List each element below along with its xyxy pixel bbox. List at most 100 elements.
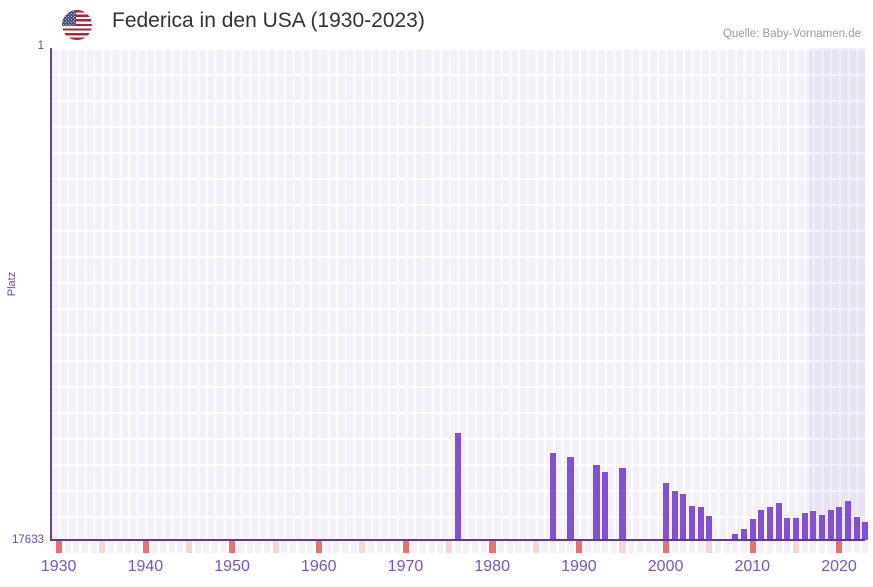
bar-1987[interactable]	[550, 453, 557, 540]
tick-cell-2023	[862, 541, 869, 553]
tick-cell-1932	[73, 541, 80, 553]
tick-cell-1936	[107, 541, 115, 553]
tick-cell-1940	[142, 541, 149, 553]
tick-cell-1946	[194, 541, 201, 553]
bar-2014[interactable]	[784, 518, 791, 540]
tick-cell-1985	[532, 541, 539, 553]
x-tick-label-1950: 1950	[214, 558, 250, 575]
bar-2010[interactable]	[749, 519, 756, 540]
tick-cell-2019	[827, 541, 834, 553]
tick-cell-2014	[784, 541, 791, 553]
tick-cell-1972	[420, 541, 427, 553]
tick-cell-1958	[298, 541, 305, 553]
bar-1989[interactable]	[567, 457, 574, 540]
tick-cell-2012	[766, 541, 773, 553]
bar-2020[interactable]	[836, 507, 843, 540]
tick-cell-1987	[550, 541, 557, 553]
x-tick-label-1970: 1970	[387, 558, 424, 575]
tick-cell-1966	[368, 541, 375, 553]
bar-1995[interactable]	[619, 468, 626, 540]
tick-cell-1998	[645, 541, 652, 553]
bar-2004[interactable]	[697, 507, 704, 540]
bar-2013[interactable]	[775, 503, 782, 540]
bar-2001[interactable]	[671, 491, 678, 540]
tick-cell-1957	[290, 541, 297, 553]
tick-cell-1956	[281, 541, 288, 553]
tick-cell-1973	[428, 541, 435, 553]
tick-cell-1978	[472, 541, 479, 553]
tick-cell-1951	[238, 541, 245, 553]
bar-1992[interactable]	[593, 465, 600, 540]
bar-1976[interactable]	[454, 433, 461, 540]
bar-2019[interactable]	[827, 510, 834, 540]
x-tick-label-1980: 1980	[474, 558, 510, 575]
bar-2021[interactable]	[844, 501, 851, 540]
page-title: Federica in den USA (1930-2023)	[112, 9, 425, 32]
tick-cell-1943	[168, 541, 175, 553]
tick-cell-1954	[264, 541, 271, 553]
tick-cell-1975	[446, 541, 453, 553]
tick-cell-1971	[411, 541, 418, 553]
tick-cell-1942	[159, 541, 167, 553]
tick-cell-1961	[324, 541, 331, 553]
bar-2003[interactable]	[688, 506, 695, 540]
tick-cell-1969	[394, 541, 401, 553]
tick-cell-1984	[524, 541, 531, 553]
tick-cell-1953	[255, 541, 262, 553]
bar-2022[interactable]	[853, 517, 860, 540]
bar-2023[interactable]	[862, 522, 869, 540]
bar-2016[interactable]	[801, 513, 808, 540]
tick-cell-1950	[229, 541, 236, 553]
tick-cell-1992	[593, 541, 600, 553]
bar-2015[interactable]	[792, 518, 799, 540]
x-tick-label-1930: 1930	[40, 558, 77, 575]
bar-1993[interactable]	[602, 472, 609, 540]
tick-cell-2004	[697, 541, 704, 553]
tick-cell-1989	[567, 541, 574, 553]
tick-cell-2002	[680, 541, 687, 553]
tick-cell-1955	[272, 541, 279, 553]
tick-cell-1963	[342, 541, 349, 553]
tick-cell-1933	[81, 541, 88, 553]
x-tick-label-2000: 2000	[647, 558, 684, 575]
bar-2008[interactable]	[732, 534, 739, 540]
tick-cell-2015	[792, 541, 799, 553]
x-tick-label-2020: 2020	[821, 558, 857, 575]
tick-cell-1930	[55, 541, 62, 553]
plot-area	[50, 48, 869, 541]
tick-cell-1947	[203, 541, 210, 553]
tick-cell-1988	[558, 541, 565, 553]
tick-cell-1977	[463, 541, 470, 553]
bar-2017[interactable]	[810, 511, 817, 540]
tick-cell-2022	[853, 541, 860, 553]
tick-cell-1959	[307, 541, 314, 553]
tick-cell-1937	[116, 541, 123, 553]
tick-cell-1968	[385, 541, 392, 553]
tick-cell-2013	[775, 541, 782, 553]
tick-cell-1983	[515, 541, 522, 553]
tick-cell-1931	[64, 541, 71, 553]
bar-2002[interactable]	[680, 494, 687, 540]
tick-cell-1980	[489, 541, 496, 553]
bar-2009[interactable]	[740, 529, 747, 540]
bar-2000[interactable]	[662, 483, 669, 540]
tick-cell-1938	[125, 541, 132, 553]
tick-cell-2018	[818, 541, 825, 553]
bar-2011[interactable]	[758, 510, 765, 540]
bar-2005[interactable]	[706, 516, 713, 540]
tick-cell-1965	[359, 541, 366, 553]
x-tick-label-1940: 1940	[127, 558, 164, 575]
tick-cell-2007	[723, 541, 730, 553]
bar-2018[interactable]	[818, 515, 825, 540]
recent-years-shade	[808, 48, 865, 541]
tick-cell-2010	[749, 541, 756, 553]
tick-cell-2016	[801, 541, 808, 553]
bar-2012[interactable]	[766, 507, 773, 540]
tick-cell-1967	[376, 541, 383, 553]
tick-cell-1991	[584, 541, 591, 553]
tick-cell-2005	[706, 541, 713, 553]
tick-cell-1996	[628, 541, 635, 553]
tick-cell-1993	[602, 541, 609, 553]
chart-header: Federica in den USA (1930-2023) Quelle: …	[0, 0, 873, 46]
